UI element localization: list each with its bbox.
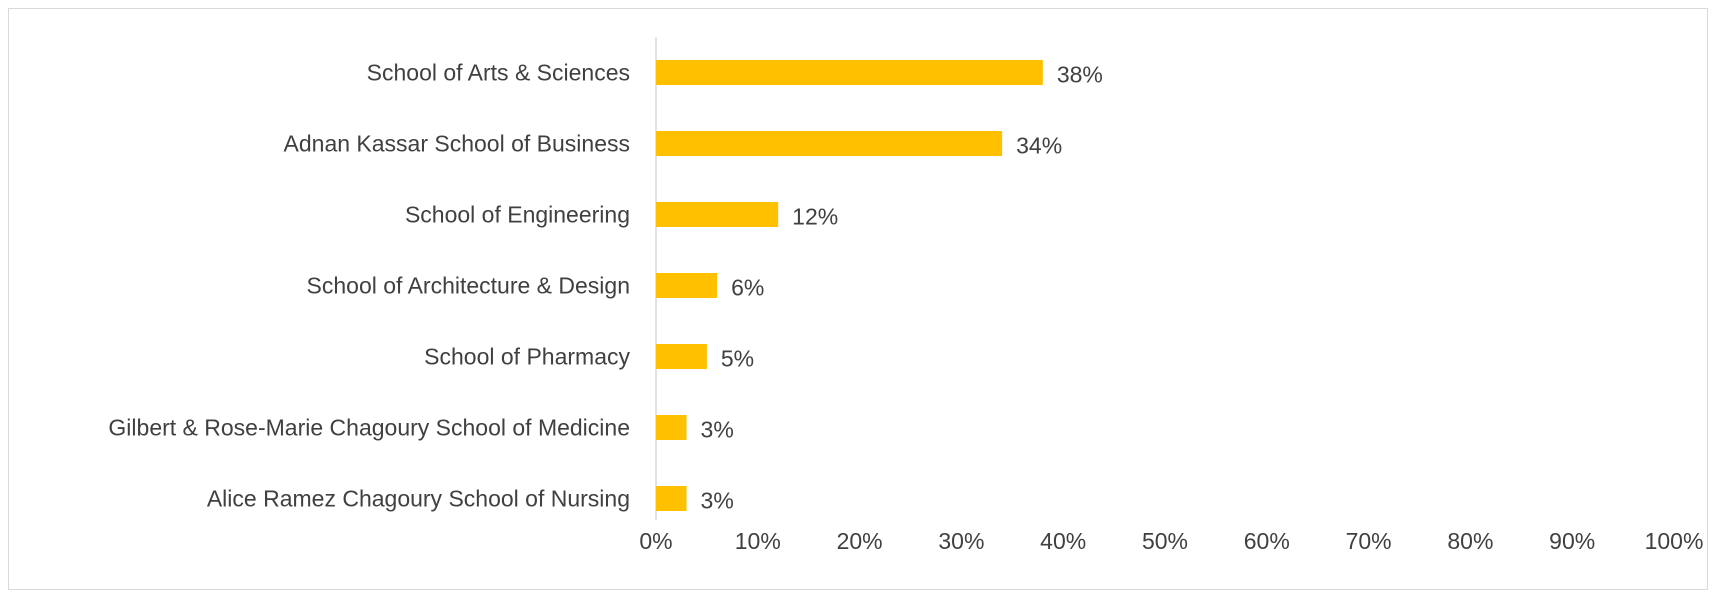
x-tick-label: 10% <box>735 528 781 554</box>
x-tick-label: 20% <box>837 528 883 554</box>
x-tick-label: 90% <box>1549 528 1595 554</box>
data-label: 12% <box>792 204 838 230</box>
x-tick-label: 70% <box>1346 528 1392 554</box>
category-label: School of Arts & Sciences <box>367 60 630 86</box>
category-label: School of Architecture & Design <box>307 273 630 299</box>
category-label: School of Pharmacy <box>424 344 630 370</box>
category-label: Adnan Kassar School of Business <box>284 131 630 157</box>
data-label: 3% <box>701 488 734 514</box>
bar <box>656 415 687 440</box>
bar <box>656 202 779 227</box>
bar <box>656 344 707 369</box>
bar <box>656 131 1003 156</box>
x-tick-label: 0% <box>639 528 672 554</box>
x-tick-label: 30% <box>938 528 984 554</box>
x-tick-label: 60% <box>1244 528 1290 554</box>
bar <box>656 486 687 511</box>
data-label: 38% <box>1057 62 1103 88</box>
category-label: Alice Ramez Chagoury School of Nursing <box>207 486 630 512</box>
data-labels: 38% 34% 12% 6% 5% 3% 3% <box>701 62 1103 514</box>
data-label: 6% <box>731 275 764 301</box>
data-label: 5% <box>721 346 754 372</box>
x-tick-label: 50% <box>1142 528 1188 554</box>
data-label: 3% <box>701 417 734 443</box>
bar <box>656 273 718 298</box>
category-labels: School of Arts & Sciences Adnan Kassar Sc… <box>108 60 630 512</box>
x-tick-label: 80% <box>1447 528 1493 554</box>
bar <box>656 60 1043 85</box>
x-tick-label: 40% <box>1040 528 1086 554</box>
category-label: Gilbert & Rose-Marie Chagoury School of … <box>108 415 630 441</box>
chart-border <box>8 8 1708 590</box>
data-label: 34% <box>1016 133 1062 159</box>
category-label: School of Engineering <box>405 202 630 228</box>
x-tick-label: 100% <box>1645 528 1704 554</box>
bar-series <box>656 60 1043 511</box>
x-axis-tick-labels: 0% 10% 20% 30% 40% 50% 60% 70% 80% 90% 100% <box>639 528 1703 554</box>
